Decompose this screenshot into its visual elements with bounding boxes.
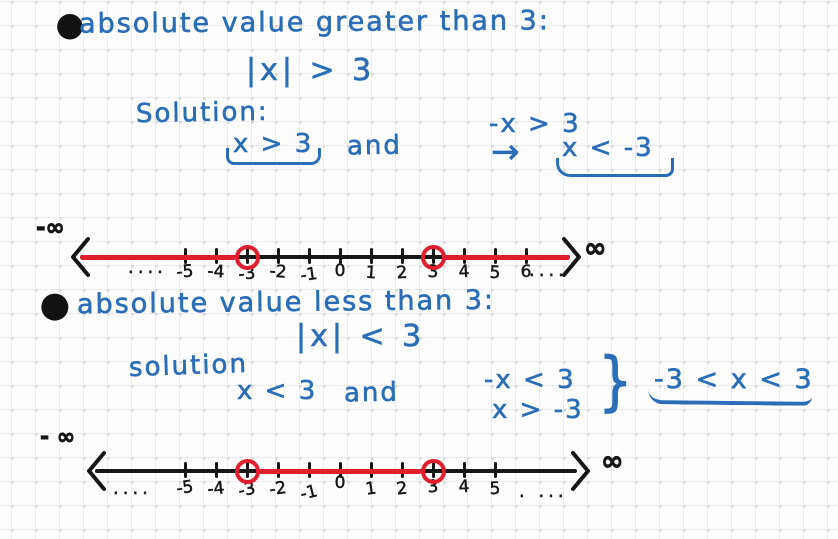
- arrowhead-left-icon: [87, 451, 106, 491]
- implies-arrow-icon: →: [491, 132, 520, 172]
- section2-combined-result: -3 < x < 3: [654, 364, 814, 396]
- underline-bracket: [556, 158, 674, 177]
- section1-case-positive: x > 3: [233, 129, 314, 159]
- numberline-tick: [307, 248, 311, 264]
- tick-label: 5: [489, 478, 501, 500]
- open-circle: [420, 458, 446, 484]
- ellipsis-left: ....: [128, 257, 167, 278]
- section2-equation: |x| < 3: [296, 319, 426, 354]
- open-circle: [234, 458, 260, 484]
- section1-case-negative: x < -3: [562, 133, 654, 163]
- section1-equation: |x| > 3: [246, 53, 376, 88]
- shaded-segment: [80, 254, 236, 260]
- brace-icon: }: [598, 345, 633, 419]
- neg-infinity-label: - ∞: [40, 425, 76, 450]
- section2-negation-result: x > -3: [492, 395, 584, 425]
- neg-infinity-label: -∞: [36, 215, 66, 241]
- bullet-icon: ●: [56, 5, 85, 43]
- ellipsis-left: ....: [113, 478, 152, 499]
- numberline-tick: [214, 462, 218, 478]
- numberline-tick: [493, 462, 497, 478]
- tick-label: -1: [298, 481, 320, 505]
- ellipsis-right: ....: [529, 260, 568, 281]
- tick-label: 0: [334, 473, 346, 493]
- tick-label: 2: [395, 478, 409, 500]
- tick-label: -2: [268, 477, 288, 501]
- tick-label: -5: [175, 476, 195, 500]
- bullet-icon: ●: [40, 285, 71, 325]
- tick-label: 1: [364, 478, 378, 500]
- tick-label: -4: [206, 478, 226, 500]
- tick-label: 4: [458, 476, 470, 498]
- numberline-tick: [276, 248, 280, 264]
- pos-infinity-label: ∞: [584, 233, 607, 264]
- section2-negation-step: -x < 3: [484, 365, 576, 395]
- tick-label: 6: [520, 262, 532, 282]
- section2-case-positive: x < 3: [237, 376, 318, 406]
- numberline-tick: [338, 248, 342, 264]
- ellipsis-right: . ...: [519, 481, 568, 502]
- tick-label: 0: [334, 261, 346, 281]
- numberline-tick: [183, 462, 187, 478]
- pos-infinity-label: ∞: [601, 446, 624, 477]
- section1-negation-step: -x > 3: [489, 109, 581, 139]
- shaded-segment: [258, 468, 422, 474]
- numberline-axis: [80, 255, 570, 259]
- arrowhead-left-icon: [71, 237, 90, 277]
- open-circle: [420, 244, 446, 270]
- arrowhead-right-icon: [571, 451, 590, 491]
- underline-bracket: [226, 148, 321, 165]
- numberline-tick: [462, 462, 466, 478]
- shaded-segment: [444, 254, 570, 260]
- numberline-tick: [400, 248, 404, 264]
- open-circle: [234, 244, 260, 270]
- arrowhead-right-icon: [562, 237, 581, 277]
- numberline-tick: [369, 248, 373, 264]
